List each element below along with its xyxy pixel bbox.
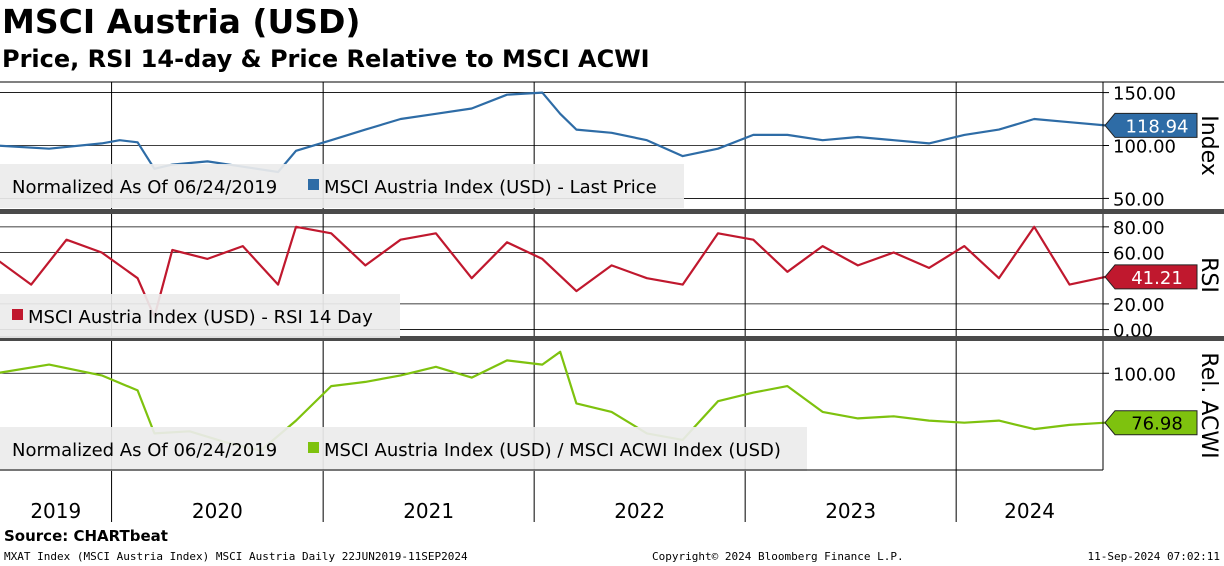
legend-swatch bbox=[308, 442, 319, 453]
legend-layer: Normalized As Of 06/24/2019 MSCI Austria … bbox=[0, 164, 807, 471]
series-line-rsi bbox=[0, 225, 1106, 318]
chart-title: MSCI Austria (USD) bbox=[2, 2, 361, 41]
legend-rsi: MSCI Austria Index (USD) - RSI 14 Day bbox=[0, 294, 400, 338]
last-value-box bbox=[1104, 264, 1198, 290]
legend-note: Normalized As Of 06/24/2019 bbox=[12, 177, 277, 198]
last-value-tag: 118.94 bbox=[1104, 112, 1198, 138]
last-value-box bbox=[1104, 410, 1198, 436]
y-tick-label: 100.00 bbox=[1113, 137, 1176, 158]
legend-series-name: MSCI Austria Index (USD) / MSCI ACWI Ind… bbox=[324, 440, 781, 461]
legend-price: Normalized As Of 06/24/2019 MSCI Austria … bbox=[0, 164, 684, 208]
last-value-label: 76.98 bbox=[1131, 414, 1183, 435]
footer-security: MXAT Index (MSCI Austria Index) MSCI Aus… bbox=[4, 550, 468, 563]
series-line-price bbox=[0, 91, 1106, 174]
y-tick-label: 20.00 bbox=[1113, 295, 1165, 316]
y-tick-label: 60.00 bbox=[1113, 244, 1165, 265]
year-tick-label: 2020 bbox=[192, 499, 243, 523]
legend-background bbox=[0, 427, 807, 471]
y-tick-label: 150.00 bbox=[1113, 84, 1176, 105]
y-tick-label: 100.00 bbox=[1113, 364, 1176, 385]
x-axis: 2019 2020 2021 2022 2023 2024 bbox=[0, 469, 1103, 523]
y-tick-label: 0.00 bbox=[1113, 321, 1153, 342]
last-value-tag: 76.98 bbox=[1104, 410, 1198, 436]
legend-swatch bbox=[12, 309, 23, 320]
axis-title-relative: Rel. ACWI bbox=[1196, 352, 1221, 458]
last-value-label: 41.21 bbox=[1131, 268, 1183, 289]
panel-separator bbox=[0, 336, 1224, 341]
footer-copyright: Copyright© 2024 Bloomberg Finance L.P. bbox=[652, 550, 904, 563]
legend-series-name: MSCI Austria Index (USD) - RSI 14 Day bbox=[28, 307, 373, 328]
legend-note: Normalized As Of 06/24/2019 bbox=[12, 440, 277, 461]
year-tick-label: 2022 bbox=[614, 499, 665, 523]
last-value-label: 118.94 bbox=[1126, 116, 1189, 137]
footer-timestamp: 11-Sep-2024 07:02:11 bbox=[1087, 550, 1220, 563]
chart-subtitle: Price, RSI 14-day & Price Relative to MS… bbox=[2, 45, 650, 73]
axis-layer: 50.00 100.00 150.00 118.94 Index 0.00 20.00 60.… bbox=[1102, 82, 1221, 470]
series-layer bbox=[0, 91, 1106, 452]
year-tick-label: 2023 bbox=[825, 499, 876, 523]
axis-title-rsi: RSI bbox=[1196, 257, 1221, 293]
year-tick-label: 2021 bbox=[403, 499, 454, 523]
year-tick-label: 2024 bbox=[1004, 499, 1055, 523]
y-tick-label: 50.00 bbox=[1113, 189, 1165, 210]
year-tick-label: 2019 bbox=[30, 499, 81, 523]
legend-background bbox=[0, 294, 400, 338]
last-value-tag: 41.21 bbox=[1104, 264, 1198, 290]
source-note: Source: CHARTbeat bbox=[4, 527, 168, 545]
panel-separator bbox=[0, 209, 1224, 214]
axis-title-price: Index bbox=[1196, 115, 1221, 176]
y-tick-label: 80.00 bbox=[1113, 218, 1165, 239]
legend-series-name: MSCI Austria Index (USD) - Last Price bbox=[324, 177, 657, 198]
legend-background bbox=[0, 164, 684, 208]
legend-swatch bbox=[308, 179, 319, 190]
legend-relative: Normalized As Of 06/24/2019 MSCI Austria … bbox=[0, 427, 807, 471]
last-value-box bbox=[1104, 112, 1198, 138]
